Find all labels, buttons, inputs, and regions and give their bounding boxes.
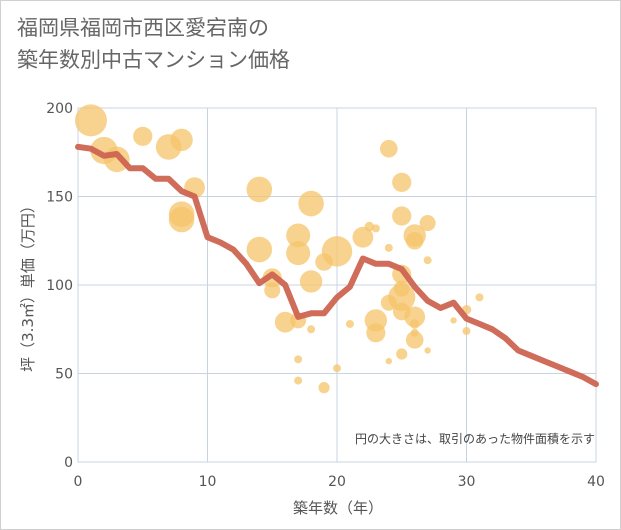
data-bubble	[298, 190, 324, 217]
data-bubble	[404, 306, 426, 328]
y-tick-label: 100	[46, 278, 73, 294]
y-axis-label: 坪（3.3㎡）単価（万円）	[19, 198, 37, 372]
data-bubble	[294, 355, 303, 364]
data-bubble	[371, 224, 380, 233]
chart-title-line2: 築年数別中古マンション価格	[17, 48, 290, 72]
data-bubble	[286, 223, 311, 248]
data-bubble	[168, 206, 195, 233]
x-tick-label: 10	[199, 474, 217, 490]
y-tick-label: 50	[55, 367, 73, 383]
data-bubble	[352, 226, 374, 248]
data-bubble	[294, 376, 303, 385]
data-bubble	[307, 325, 316, 334]
data-bubble	[74, 104, 107, 137]
data-bubble	[405, 231, 424, 250]
data-bubble	[475, 293, 484, 302]
data-bubble	[104, 146, 130, 173]
x-tick-label: 20	[328, 474, 346, 490]
data-bubble	[450, 317, 457, 324]
chart-title: 福岡県福岡市西区愛宕南の 築年数別中古マンション価格	[17, 12, 290, 76]
data-bubble	[246, 236, 273, 263]
x-tick-label: 30	[458, 474, 476, 490]
data-bubble	[419, 215, 436, 232]
data-bubble	[380, 139, 398, 158]
data-bubble	[321, 236, 353, 267]
data-bubble	[392, 172, 412, 192]
data-bubble	[366, 323, 386, 343]
data-bubble	[264, 282, 281, 299]
data-bubble	[385, 357, 392, 365]
data-bubble	[318, 382, 330, 394]
trend-line	[75, 143, 599, 388]
ticks: 0 10 20 30 40 0 50 100 150 200	[46, 101, 605, 490]
bubbles	[74, 104, 484, 394]
data-bubble	[384, 243, 393, 252]
x-tick-label: 0	[74, 474, 83, 490]
data-bubble	[345, 319, 354, 328]
data-bubble	[409, 319, 420, 329]
y-tick-label: 200	[46, 101, 73, 117]
data-bubble	[405, 331, 424, 349]
chart-title-line1: 福岡県福岡市西区愛宕南の	[17, 16, 269, 40]
data-bubble	[286, 241, 311, 266]
data-bubble	[133, 126, 153, 146]
data-bubble	[424, 347, 431, 354]
data-bubble	[392, 206, 412, 226]
data-bubble	[333, 364, 341, 373]
data-bubble	[170, 128, 193, 152]
y-tick-label: 0	[64, 455, 73, 471]
data-bubble	[274, 311, 296, 333]
grid	[77, 107, 597, 463]
data-bubble	[364, 221, 375, 232]
data-bubble	[423, 256, 432, 265]
data-bubble	[299, 270, 323, 293]
y-tick-label: 150	[46, 190, 73, 206]
bubble-size-note: 円の大きさは、取引のあった物件面積を示す	[355, 431, 595, 446]
data-bubble	[246, 176, 273, 203]
data-bubble	[396, 348, 408, 360]
data-bubble	[462, 327, 471, 336]
x-tick-label: 40	[587, 474, 605, 490]
data-bubble	[388, 283, 416, 311]
x-axis-label: 築年数（年）	[293, 499, 383, 517]
